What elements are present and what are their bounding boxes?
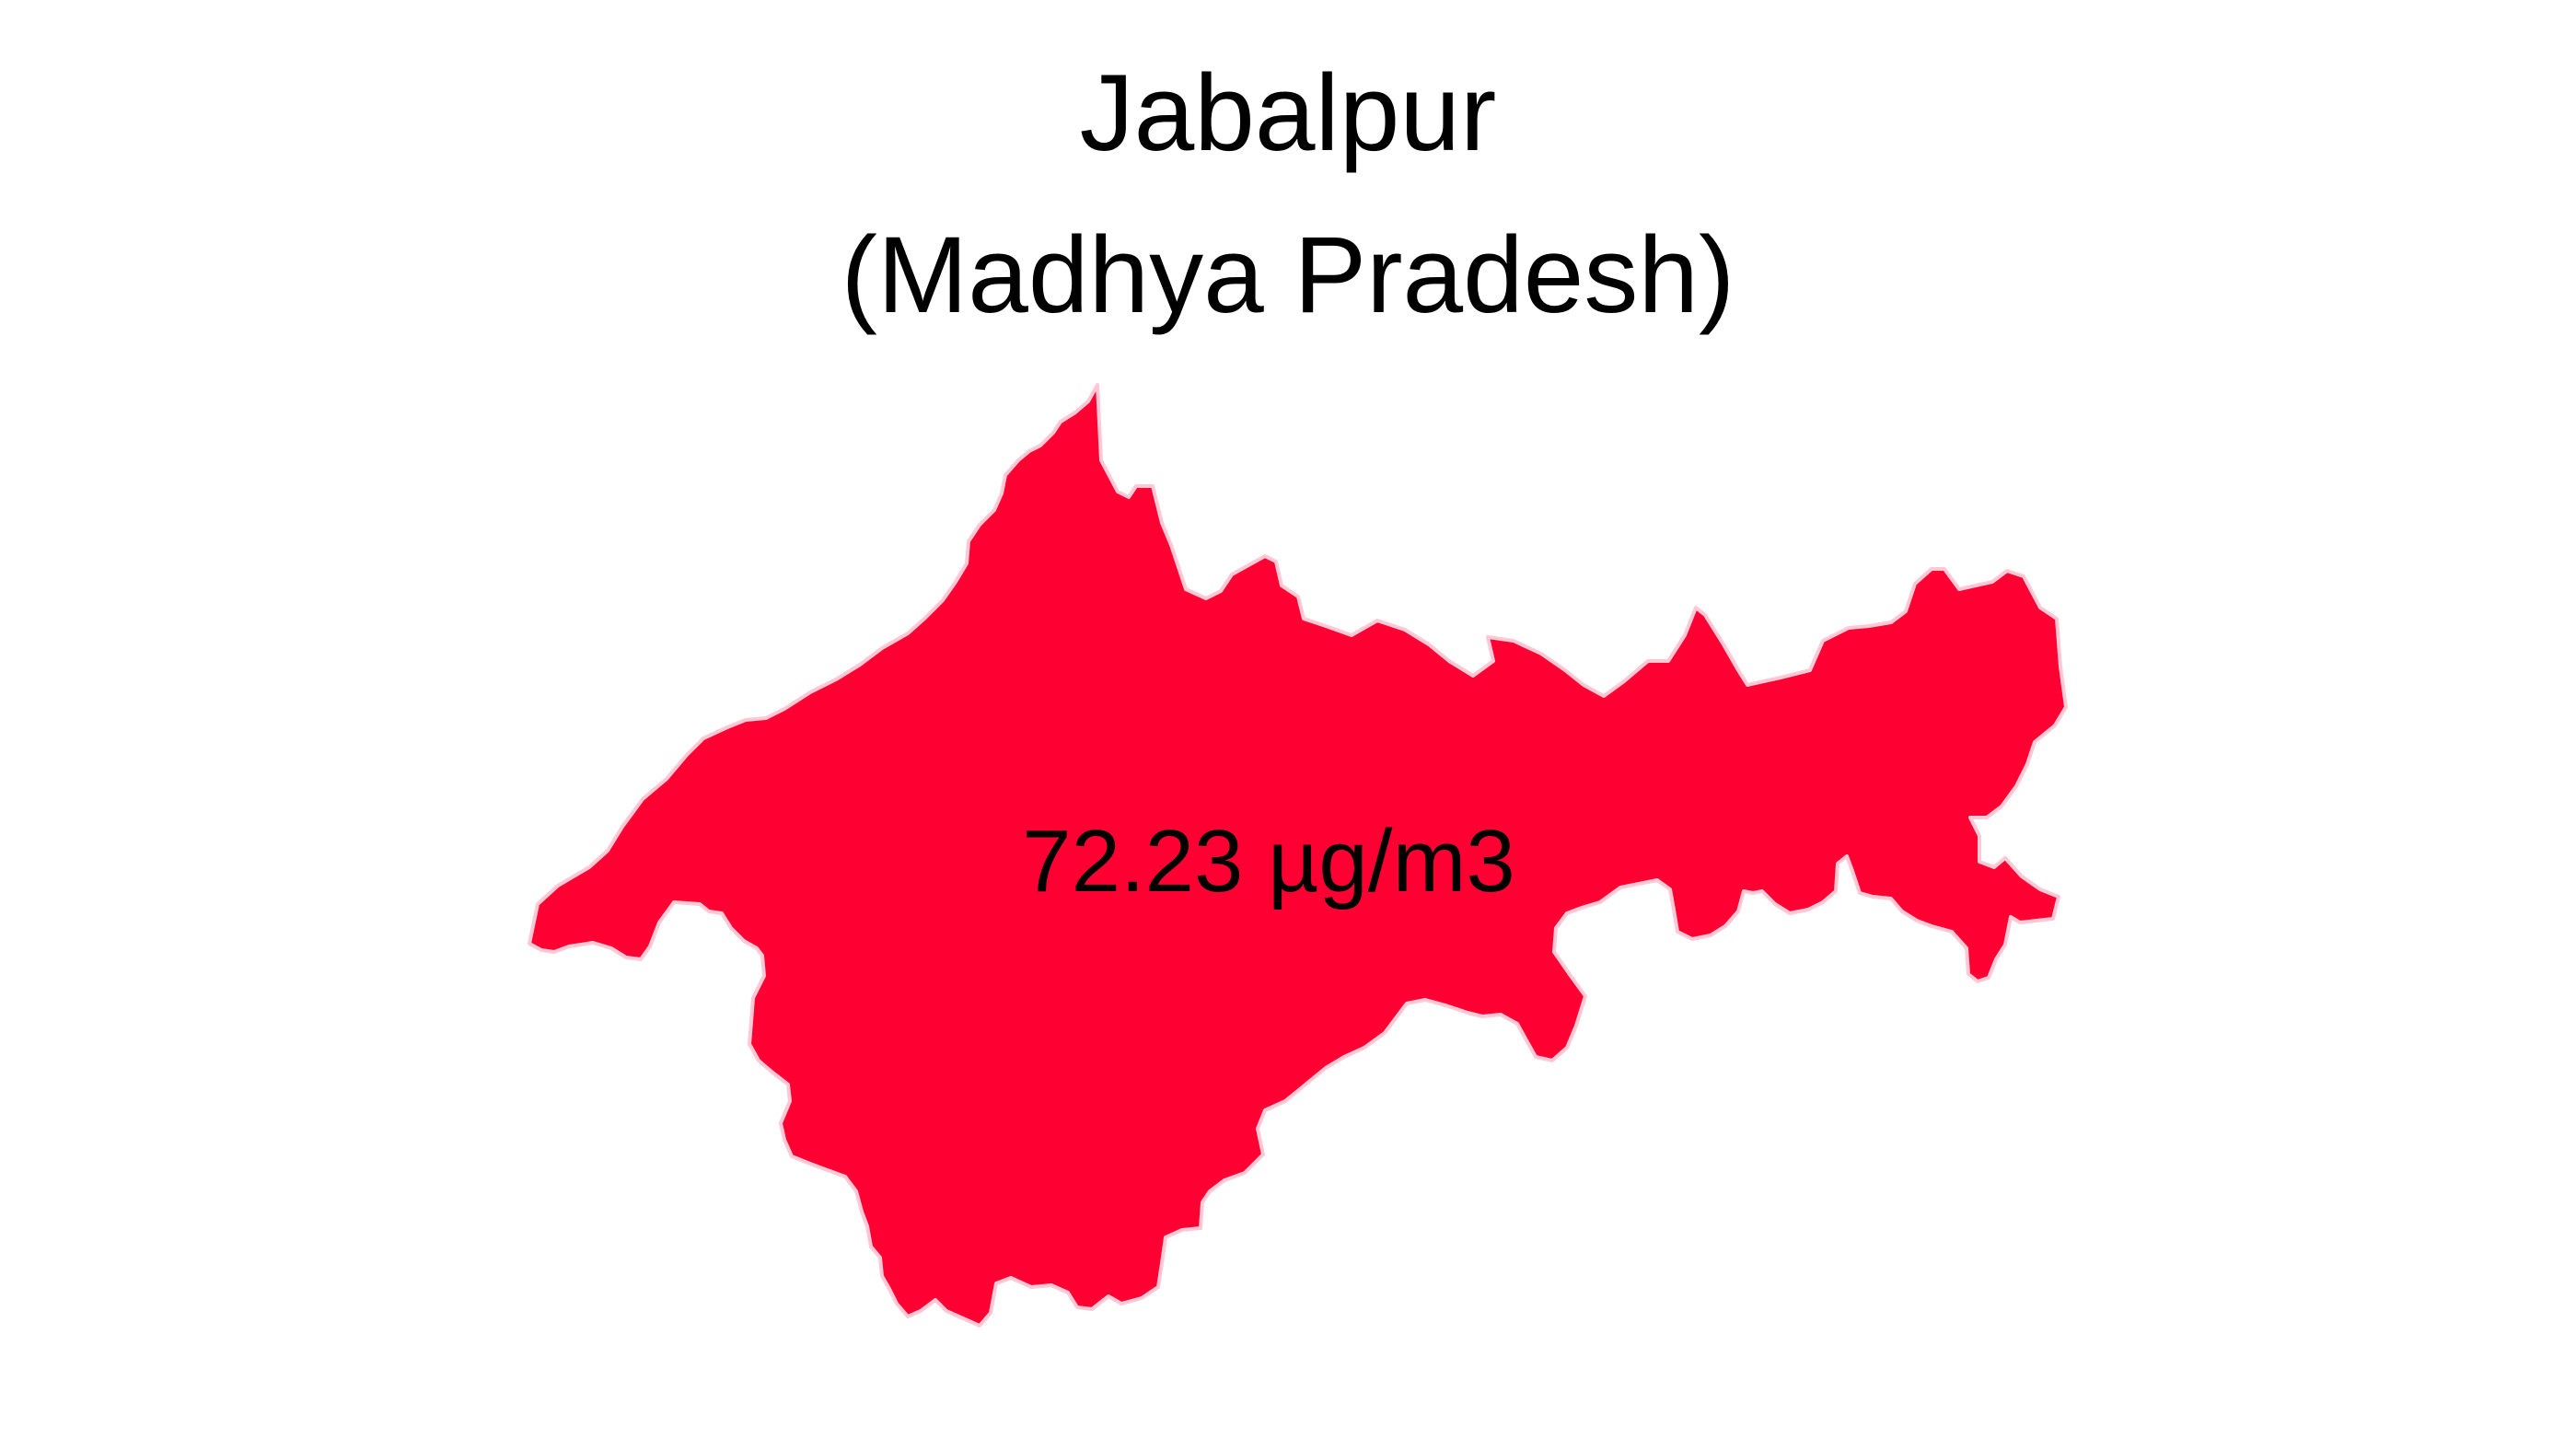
district-shape-jabalpur xyxy=(528,383,2068,1328)
map-subtitle: (Madhya Pradesh) xyxy=(841,215,1735,336)
pollution-value-label: 72.23 µg/m3 xyxy=(1022,812,1515,911)
map-title: Jabalpur xyxy=(1079,52,1497,174)
